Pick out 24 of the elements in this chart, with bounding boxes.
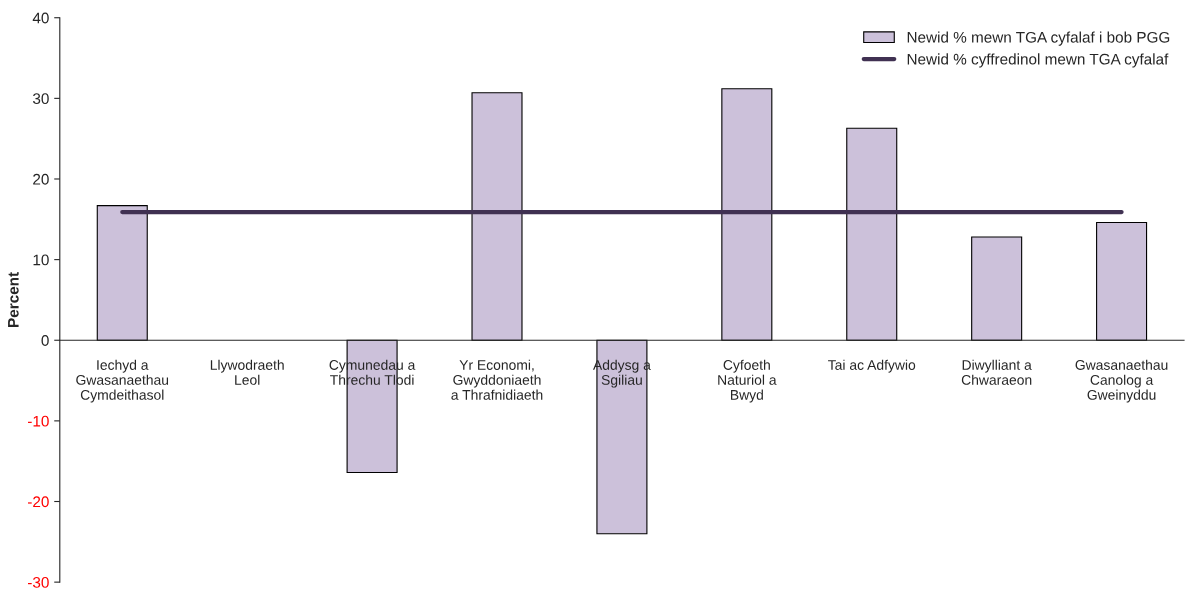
y-tick-label: 20 [33,173,49,185]
x-tick-label: Tai ac Adfywio [828,359,916,373]
x-tick-label: Yr Economi, Gwyddoniaeth a Thrafnidiaeth [451,359,543,400]
bar [721,88,773,341]
bar [471,92,523,341]
y-tick-label: -20 [27,496,49,508]
y-tick-label: 0 [41,335,49,346]
legend-label: Newid % mewn TGA cyfalaf i bob PGG [907,31,1170,46]
legend-label: Newid % cyffredinol mewn TGA cyfalaf [907,53,1169,68]
x-tick-label: Gwasanaethau Canolog a Gweinyddu [1075,359,1168,403]
bar [96,205,148,341]
y-axis-title: Percent [8,272,19,327]
y-tick-label: -10 [27,415,49,427]
x-tick-label: Cyfoeth Naturiol a Bwyd [718,359,777,403]
bar [846,127,898,341]
bar [971,236,1023,341]
x-tick-label: Diwylliant a Chwaraeon [961,359,1032,385]
y-tick-label: 30 [32,93,49,105]
bar [1096,221,1148,341]
x-tick-label: Llywodraeth Leol [210,359,284,385]
x-tick-label: Iechyd a Gwasanaethau Cymdeithasol [76,359,169,403]
y-tick-label: 10 [33,254,49,266]
y-tick-label: 40 [32,12,49,24]
y-tick-label: -30 [27,577,49,588]
